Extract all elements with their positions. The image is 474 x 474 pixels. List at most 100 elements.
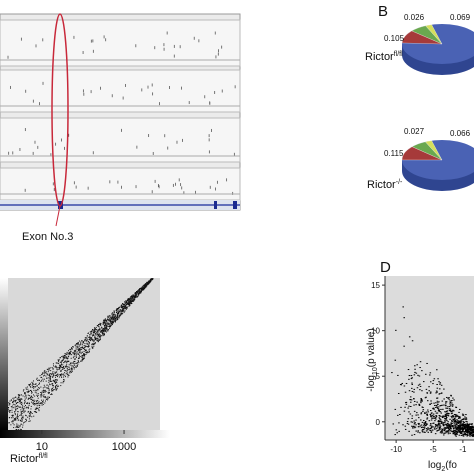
point <box>16 401 18 403</box>
point <box>62 356 64 358</box>
point <box>437 404 439 406</box>
point <box>455 414 458 416</box>
point <box>67 360 69 362</box>
point <box>469 427 471 429</box>
point <box>110 316 112 318</box>
point <box>455 425 457 427</box>
point <box>428 420 431 422</box>
point <box>102 323 104 325</box>
point <box>107 315 109 317</box>
point <box>64 353 66 355</box>
point <box>117 316 119 318</box>
point <box>63 378 65 380</box>
point <box>28 403 30 405</box>
point <box>456 432 459 434</box>
point <box>94 339 96 341</box>
point <box>439 425 442 427</box>
point <box>77 342 79 344</box>
point <box>150 280 152 282</box>
point <box>32 385 34 387</box>
point <box>458 423 460 425</box>
point <box>144 285 146 287</box>
point <box>11 414 13 416</box>
point <box>441 430 443 432</box>
point <box>49 380 51 382</box>
point <box>99 323 101 325</box>
point <box>410 421 412 423</box>
point <box>451 420 453 422</box>
point <box>119 315 121 317</box>
point <box>421 370 423 372</box>
point <box>45 380 47 382</box>
point <box>456 422 459 424</box>
point <box>445 417 448 419</box>
point <box>136 296 138 298</box>
point <box>17 413 19 415</box>
point <box>436 400 439 402</box>
point <box>104 325 106 327</box>
point <box>472 435 474 437</box>
pie-name-text: Rictor <box>367 179 396 191</box>
point <box>46 368 48 370</box>
point <box>57 367 59 369</box>
point <box>119 310 121 312</box>
point <box>444 404 447 406</box>
point <box>37 389 39 391</box>
point <box>40 391 42 393</box>
point <box>30 383 32 385</box>
point <box>461 428 463 430</box>
point <box>22 390 24 392</box>
point <box>148 280 150 282</box>
point <box>78 347 80 349</box>
point <box>83 352 85 354</box>
point <box>408 378 410 380</box>
point <box>430 416 432 418</box>
point <box>77 351 79 353</box>
point <box>426 417 429 419</box>
point <box>29 383 31 385</box>
point <box>420 399 423 401</box>
point <box>89 336 91 338</box>
point <box>42 372 44 374</box>
point <box>115 315 117 317</box>
point <box>106 327 108 329</box>
point <box>143 284 145 286</box>
point <box>52 373 54 375</box>
point <box>101 332 103 334</box>
point <box>131 300 133 302</box>
point <box>82 341 84 343</box>
point <box>403 410 406 412</box>
point <box>102 322 104 324</box>
point <box>414 368 416 370</box>
point <box>14 419 16 421</box>
point <box>130 300 132 302</box>
point <box>419 425 422 427</box>
point <box>406 420 409 422</box>
x-axis-label-sup: fl/fl <box>39 453 48 460</box>
point <box>18 401 20 403</box>
point <box>40 403 42 405</box>
point <box>438 417 441 419</box>
point <box>20 398 22 400</box>
point <box>24 396 26 398</box>
point <box>41 399 43 401</box>
point <box>434 417 436 419</box>
point <box>80 342 82 344</box>
y-axis-label-sub: 10 <box>372 367 379 375</box>
point <box>69 370 71 372</box>
point <box>41 394 43 396</box>
point <box>66 357 68 359</box>
point <box>468 424 470 426</box>
point <box>100 335 102 337</box>
point <box>48 377 50 379</box>
point <box>107 328 109 330</box>
point <box>472 425 474 427</box>
point <box>423 424 425 426</box>
point <box>109 314 111 316</box>
point <box>409 398 411 400</box>
x-axis-label: Rictorfl/fl <box>10 453 48 465</box>
point <box>69 352 71 354</box>
point <box>16 402 18 404</box>
point <box>446 425 449 427</box>
point <box>397 374 399 376</box>
